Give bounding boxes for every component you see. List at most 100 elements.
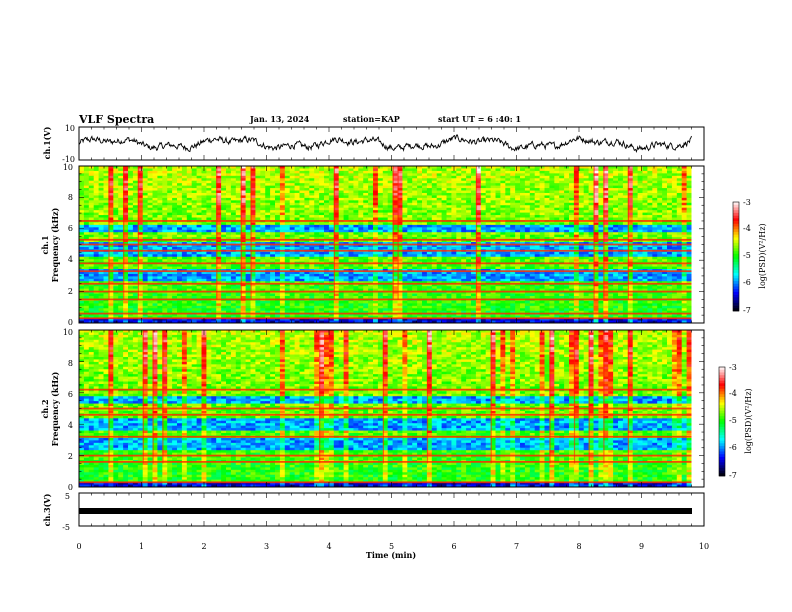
ch1-spec-cell [226, 183, 232, 187]
ch1-spec-cell [608, 229, 614, 233]
ch1-spec-cell [407, 259, 413, 263]
ch1-spec-cell [490, 173, 496, 177]
ch1-spec-cell [520, 242, 526, 245]
ch1-spec-cell [196, 195, 202, 199]
ch1-spec-cell [671, 207, 678, 211]
ch1-spec-cell [88, 195, 95, 199]
ch1-spec-cell [270, 210, 276, 214]
ch1-spec-cell [216, 190, 222, 194]
ch1-spec-cell [407, 180, 413, 184]
ch1-spec-cell [309, 234, 315, 238]
ch1-spec-cell [686, 185, 692, 189]
ch1-spec-cell [603, 173, 609, 177]
ch1-spec-cell [211, 175, 217, 179]
ch1-spec-cell [387, 242, 393, 245]
ch1-spec-cell [392, 170, 398, 174]
ch1-spec-cell [255, 232, 261, 236]
ch1-spec-cell [407, 239, 413, 243]
ch1-spec-cell [260, 207, 266, 211]
ch1-spec-cell [142, 185, 148, 189]
ch1-spec-cell [284, 244, 291, 248]
ch1-spec-cell [681, 205, 687, 209]
ch1-spec-cell [627, 207, 634, 211]
ch1-spec-cell [441, 197, 447, 201]
ch1-spec-cell [539, 170, 545, 174]
ch1-spec-cell [485, 224, 491, 228]
ch1-spec-cell [613, 237, 619, 240]
ch1-spec-cell [559, 190, 565, 194]
ch1-spec-cell [598, 190, 604, 194]
ch1-spec-cell [515, 202, 521, 206]
ch1-spec-cell [622, 202, 629, 206]
ch1-spec-cell [235, 170, 242, 174]
ch1-spec-cell [255, 188, 261, 191]
ch1-spec-cell [255, 205, 261, 209]
ch1-spec-cell [652, 205, 658, 209]
ch1-spec-cell [554, 188, 560, 191]
ch1-spec-cell [201, 202, 207, 206]
ch1-spec-cell [348, 178, 354, 182]
ch1-spec-cell [549, 237, 555, 240]
ch1-spec-cell [392, 212, 398, 216]
ch1-spec-cell [598, 246, 604, 250]
ch1-spec-cell [113, 197, 119, 201]
ch1-spec-cell [98, 237, 104, 240]
ch1-spec-cell [569, 212, 575, 216]
ch1-spec-cell [216, 170, 222, 174]
ch1-spec-cell [441, 234, 447, 238]
ch1-spec-cell [676, 237, 683, 240]
ch1-spec-cell [299, 246, 305, 250]
ch1-spec-cell [118, 195, 124, 199]
ch1-spec-cell [554, 224, 560, 228]
ch1-spec-cell [348, 188, 354, 191]
ch1-spec-cell [632, 185, 638, 189]
ch1-spec-cell [461, 200, 467, 204]
ch1-spec-cell [637, 175, 643, 179]
ch1-spec-cell [524, 217, 531, 221]
ch1-spec-cell [343, 205, 349, 209]
ch1-spec-cell [520, 254, 526, 258]
ch1-spec-cell [157, 173, 163, 177]
ch1-spec-cell [172, 215, 178, 218]
ch1-spec-cell [221, 168, 227, 172]
ch1-spec-cell [83, 180, 90, 184]
ch1-spec-cell [422, 239, 428, 243]
ch1-spec-cell [446, 197, 452, 201]
ch1-spec-cell [676, 222, 683, 226]
ch1-spec-cell [441, 195, 447, 199]
ch1-spec-cell [426, 173, 433, 177]
ch1-spec-cell [152, 229, 158, 233]
ch1-spec-cell [132, 217, 139, 221]
ch1-spec-cell [294, 222, 300, 226]
ch1-spec-cell [123, 244, 129, 248]
ch1-spec-cell [608, 207, 614, 211]
ch1-spec-cell [363, 197, 369, 201]
ch1-spec-cell [123, 195, 129, 199]
ch1-spec-cell [441, 202, 447, 206]
ch1-spec-cell [226, 195, 232, 199]
ch1-spec-cell [392, 256, 398, 260]
ch1-spec-cell [505, 197, 511, 201]
ch1-spec-cell [333, 227, 340, 231]
ch1-spectrogram-image [79, 166, 704, 324]
ch1-spec-cell [515, 224, 521, 228]
ch1-spec-cell [613, 188, 619, 191]
ch1-spec-cell [402, 232, 408, 236]
ch1-spec-cell [637, 259, 643, 263]
ch1-spec-cell [162, 215, 168, 218]
ch1-spec-cell [221, 246, 227, 250]
ch1-spec-cell [319, 202, 325, 206]
ch1-spec-cell [642, 180, 648, 184]
ch1-spec-cell [255, 237, 261, 240]
ch1-spec-cell [569, 185, 575, 189]
ch1-spec-cell [162, 200, 168, 204]
ch1-spec-cell [642, 215, 648, 218]
ch1-spec-cell [113, 190, 119, 194]
ch1-spec-cell [260, 251, 266, 255]
ch1-spec-cell [294, 173, 300, 177]
ch1-spec-cell [358, 197, 364, 201]
ch1-spec-cell [583, 178, 589, 182]
ch1-spec-cell [613, 246, 619, 250]
ch1-spec-cell [206, 254, 212, 258]
ch1-spec-cell [569, 183, 575, 187]
